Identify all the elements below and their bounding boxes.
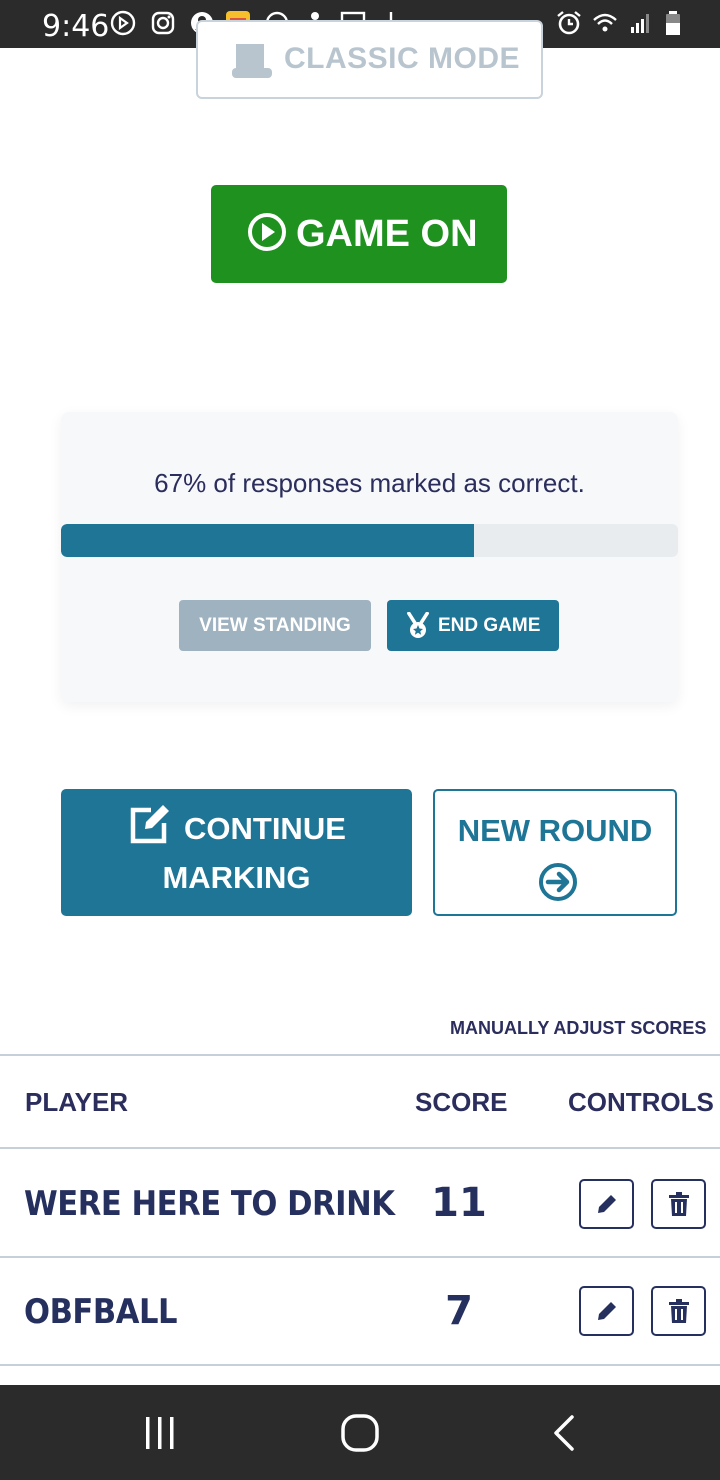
continue-marking-label-2: MARKING [162,860,311,895]
header-controls: CONTROLS [568,1087,714,1117]
player-name: OBFBALL [24,1292,178,1332]
trash-icon [669,1192,689,1216]
header-score: SCORE [415,1087,508,1117]
wifi-icon [592,10,618,36]
status-time: 9:46 [42,9,110,44]
back-icon[interactable] [544,1413,584,1453]
edit-score-button[interactable] [579,1179,634,1229]
home-icon[interactable] [340,1413,380,1453]
continue-marking-button[interactable]: CONTINUE MARKING [61,789,412,916]
delete-player-button[interactable] [651,1286,706,1336]
player-name: WERE HERE TO DRINK [24,1184,395,1224]
pencil-icon [598,1195,616,1213]
end-game-button[interactable]: END GAME [387,600,559,651]
navigation-bar [0,1385,720,1480]
divider [0,1054,720,1056]
arrow-right-circle-icon [538,862,578,902]
edit-icon [129,803,173,845]
player-score: 11 [431,1180,487,1226]
divider [0,1364,720,1366]
progress-bar [61,524,678,557]
progress-bar-fill [61,524,475,557]
recent-apps-icon[interactable] [140,1413,180,1453]
divider [0,1256,720,1258]
progress-text: 67% of responses marked as correct. [154,468,585,498]
battery-icon [660,10,686,36]
pencil-icon [598,1302,616,1320]
end-game-label: END GAME [438,615,541,636]
game-on-label: GAME ON [296,213,478,255]
new-round-button[interactable]: NEW ROUND [433,789,677,916]
manually-adjust-scores-link[interactable]: MANUALLY ADJUST SCORES [450,1018,707,1038]
classic-mode-button[interactable]: CLASSIC MODE [196,20,543,99]
alarm-icon [556,10,582,36]
trash-icon [669,1299,689,1323]
edit-score-button[interactable] [579,1286,634,1336]
header-player: PLAYER [25,1087,129,1117]
view-standing-button[interactable]: VIEW STANDING [179,600,371,651]
marking-progress-card: 67% of responses marked as correct. VIEW… [61,412,678,702]
instagram-icon [150,10,176,36]
divider [0,1147,720,1149]
signal-icon [628,10,654,36]
play-circle-icon [247,212,287,252]
classic-mode-label: CLASSIC MODE [284,42,521,75]
continue-marking-label-1: CONTINUE [184,811,346,846]
game-on-button[interactable]: GAME ON [211,185,507,283]
medal-icon [406,611,430,639]
play-circle-icon [110,10,136,36]
delete-player-button[interactable] [651,1179,706,1229]
scroll-icon [232,44,276,78]
new-round-label: NEW ROUND [457,813,653,848]
player-score: 7 [445,1288,473,1334]
